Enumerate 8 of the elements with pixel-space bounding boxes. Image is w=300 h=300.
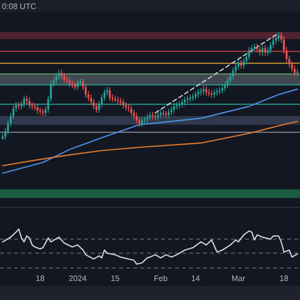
x-tick-label: 14	[191, 274, 201, 283]
x-tick-label: 18	[279, 274, 289, 283]
x-tick-label: 15	[110, 274, 120, 283]
x-tick-label: 2024	[68, 274, 88, 283]
x-tick-label: Mar	[232, 274, 246, 283]
text: 0:08 UTC	[2, 2, 36, 11]
x-tick-label: 18	[36, 274, 46, 283]
x-tick-label: Feb	[154, 274, 168, 283]
